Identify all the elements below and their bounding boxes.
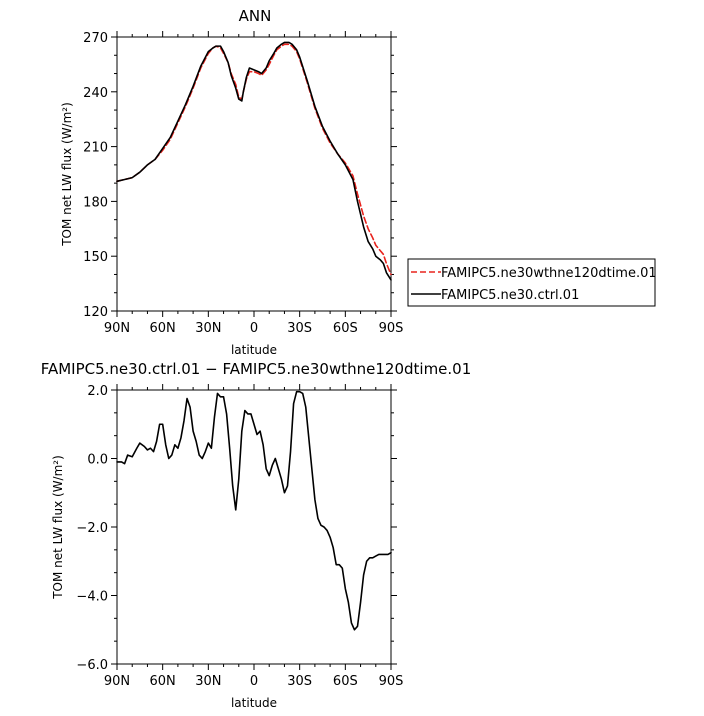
bottom-x-tick-label: 60S xyxy=(333,674,358,689)
top-y-axis-label: TOM net LW flux (W/m²) xyxy=(60,102,74,247)
bottom-x-tick-label: 30S xyxy=(287,674,312,689)
top-y-tick-label: 210 xyxy=(83,141,108,156)
top-y-tick-label: 240 xyxy=(83,86,108,101)
bottom-x-axis-label: latitude xyxy=(231,696,277,710)
top-y-axis: 120 150 180 210 240 270 xyxy=(83,31,397,320)
top-x-tick-label: 60N xyxy=(150,321,176,336)
bottom-x-tick-label: 30N xyxy=(195,674,221,689)
bottom-y-tick-label: −4.0 xyxy=(76,590,108,605)
top-x-tick-label: 0 xyxy=(250,321,258,336)
top-y-tick-label: 180 xyxy=(83,195,108,210)
top-x-tick-label: 30N xyxy=(195,321,221,336)
bottom-chart-title: FAMIPC5.ne30.ctrl.01 − FAMIPC5.ne30wthne… xyxy=(41,360,472,378)
bottom-panel: FAMIPC5.ne30.ctrl.01 − FAMIPC5.ne30wthne… xyxy=(41,360,472,710)
bottom-y-tick-label: 2.0 xyxy=(87,384,108,399)
bottom-y-tick-label: −2.0 xyxy=(76,521,108,536)
top-y-tick-label: 120 xyxy=(83,305,108,320)
bottom-x-tick-label: 60N xyxy=(150,674,176,689)
top-x-tick-label: 60S xyxy=(333,321,358,336)
top-y-tick-label: 150 xyxy=(83,250,108,265)
bottom-x-tick-label: 90S xyxy=(379,674,404,689)
bottom-x-axis: 90N 60N 30N 0 30S 60S 90S xyxy=(104,384,404,689)
bottom-x-tick-label: 90N xyxy=(104,674,130,689)
top-series-group xyxy=(116,41,392,281)
bottom-series-group xyxy=(116,390,392,631)
legend: FAMIPC5.ne30wthne120dtime.01 FAMIPC5.ne3… xyxy=(407,258,657,307)
bottom-y-tick-label: 0.0 xyxy=(87,453,108,468)
top-series-line-1 xyxy=(116,41,392,281)
legend-box xyxy=(407,258,656,307)
legend-label-exp: FAMIPC5.ne30wthne120dtime.01 xyxy=(441,266,657,281)
top-panel: ANN 90N 60N 30N 0 30S 60S 90S 120 150 180 210 240 2… xyxy=(60,7,657,357)
top-x-tick-label: 30S xyxy=(287,321,312,336)
legend-label-ctrl: FAMIPC5.ne30.ctrl.01 xyxy=(441,288,579,303)
bottom-x-tick-label: 0 xyxy=(250,674,258,689)
top-x-tick-label: 90N xyxy=(104,321,130,336)
top-chart-title: ANN xyxy=(239,7,272,25)
bottom-y-axis-label: TOM net LW flux (W/m²) xyxy=(51,455,65,600)
top-x-axis: 90N 60N 30N 0 30S 60S 90S xyxy=(104,31,404,336)
top-series-line-0 xyxy=(116,43,392,276)
bottom-series-line-0 xyxy=(116,390,392,631)
bottom-y-tick-label: −6.0 xyxy=(76,658,108,673)
top-x-tick-label: 90S xyxy=(379,321,404,336)
bottom-y-axis: −6.0 −4.0 −2.0 0.0 2.0 xyxy=(76,384,397,673)
top-x-axis-label: latitude xyxy=(231,343,277,357)
top-y-tick-label: 270 xyxy=(83,31,108,46)
